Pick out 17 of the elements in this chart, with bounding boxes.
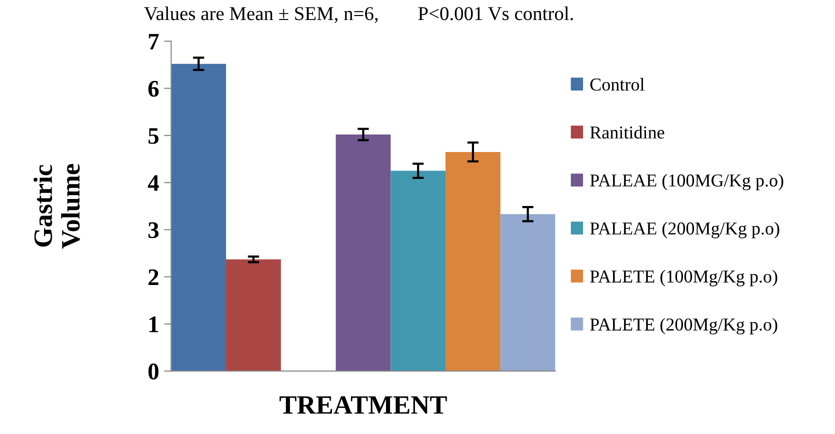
- legend-label: PALEAE (200Mg/Kg p.o): [590, 222, 780, 238]
- y-tick-label: 7: [148, 34, 159, 50]
- legend-label: PALEAE (100MG/Kg p.o): [590, 174, 784, 190]
- legend-label: Control: [590, 78, 644, 91]
- x-axis-title: TREATMENT: [280, 396, 447, 414]
- y-tick-label: 4: [148, 175, 159, 191]
- legend-label: Ranitidine: [590, 126, 664, 139]
- legend-label: PALETE (100Mg/Kg p.o): [590, 270, 778, 286]
- y-tick-label: 3: [148, 222, 159, 238]
- y-tick-label: 0: [148, 364, 158, 380]
- y-axis-title: Gastric Volume: [34, 164, 80, 249]
- y-tick-label: 2: [148, 269, 158, 286]
- text: Values are Mean ± SEM, n=6, P<0.001 Vs control.: [144, 6, 573, 23]
- legend-label: PALETE (200Mg/Kg p.o): [590, 318, 778, 334]
- y-tick-label: 5: [148, 128, 159, 144]
- y-tick-label: 6: [148, 80, 159, 97]
- y-tick-label: 1: [149, 316, 158, 332]
